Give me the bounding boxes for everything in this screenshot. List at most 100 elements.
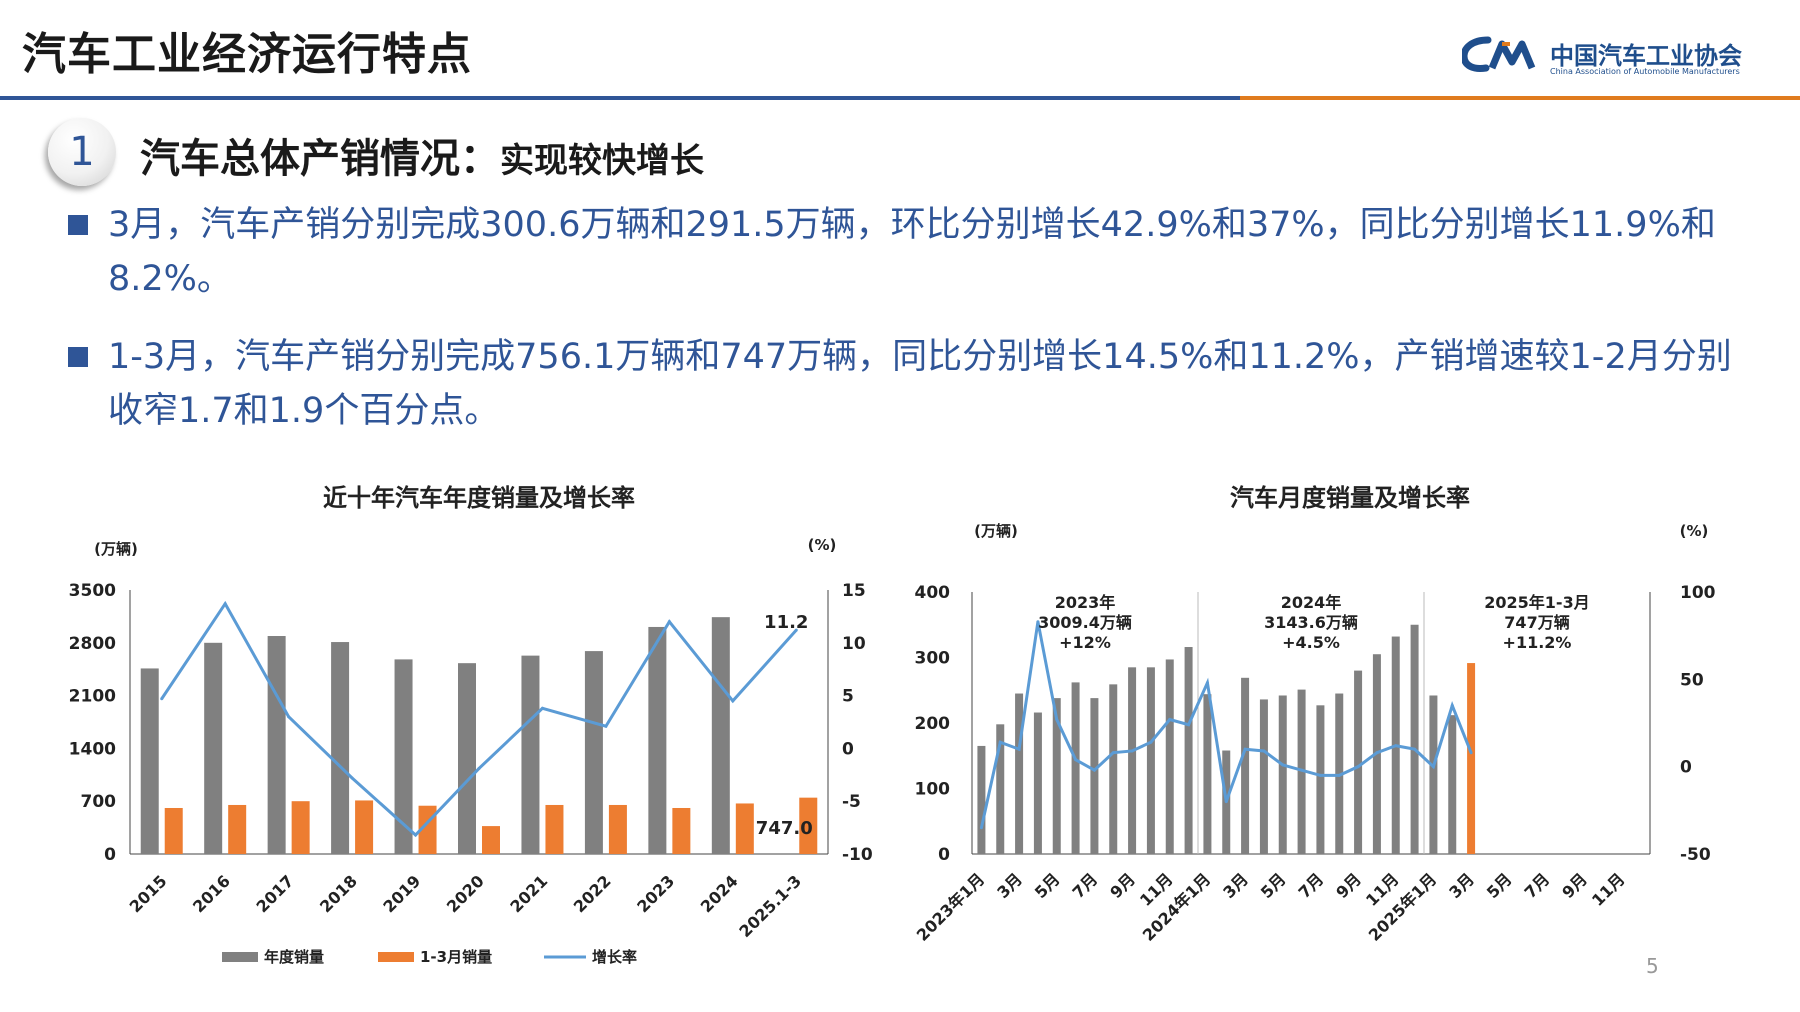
bar-monthly-sales (1297, 689, 1306, 854)
x-tick-label: 9月 (1106, 869, 1139, 902)
growth-rate-point (979, 826, 983, 830)
bar-q1-sales (291, 801, 310, 854)
growth-rate-point (1318, 773, 1322, 777)
monthly-sales-chart-svg: 汽车月度销量及增长率 (万辆) (%) 400 300 200 100 0 100 50 0 -50 2… (913, 484, 1716, 945)
x-tick-label: 3月 (993, 869, 1026, 902)
year-summary-annotation: +12% (1059, 633, 1111, 652)
y2-tick-label: -10 (842, 845, 873, 865)
legend-swatch-q1 (378, 952, 414, 962)
legend-label-q1: 1-3月销量 (420, 948, 492, 966)
bar-q1-sales (164, 807, 183, 854)
growth-rate-point (1469, 751, 1473, 755)
y2-tick-label: 10 (842, 634, 866, 654)
growth-rate-point (794, 628, 798, 632)
page-title: 汽车工业经济运行特点 (22, 29, 472, 80)
y-tick-label: 200 (915, 714, 951, 734)
bar-annual-sales (394, 659, 413, 854)
growth-rate-point (1149, 740, 1153, 744)
growth-rate-point (477, 766, 481, 770)
year-summary-annotation: 3143.6万辆 (1264, 613, 1358, 632)
bar-q1-sales (355, 800, 374, 854)
logo-cn-name: 中国汽车工业协会 (1550, 42, 1742, 70)
y2-tick-label: 5 (842, 687, 854, 707)
growth-rate-point (223, 602, 227, 606)
y2-tick-label: 15 (842, 581, 866, 601)
bar-monthly-sales (1033, 712, 1042, 854)
x-tick-label: 9月 (1558, 869, 1591, 902)
growth-rate-point (540, 706, 544, 710)
logo-en-name: China Association of Automobile Manufact… (1550, 67, 1740, 76)
legend-label-annual: 年度销量 (264, 948, 324, 966)
growth-rate-point (1224, 800, 1228, 804)
bar-monthly-sales (1146, 667, 1155, 854)
x-tick-label: 3月 (1445, 869, 1478, 902)
bar-q1-sales (608, 804, 627, 854)
year-summary-annotation: 747万辆 (1504, 613, 1569, 632)
bar-annual-sales (584, 651, 603, 854)
bar-annual-sales (458, 663, 476, 854)
bar-monthly-sales (1354, 670, 1363, 854)
bar-monthly-sales (1090, 698, 1099, 854)
x-tick-label: 3月 (1219, 869, 1252, 902)
x-tick-label: 2017 (253, 871, 298, 916)
bar-monthly-sales (1109, 684, 1118, 854)
y-tick-label: 0 (104, 845, 116, 865)
x-tick-label: 2024 (697, 871, 742, 916)
growth-rate-point (1394, 744, 1398, 748)
section-heading: 1 汽车总体产销情况：实现较快增长 (48, 118, 948, 188)
bar-q1-sales (545, 804, 564, 854)
growth-rate-point (1356, 765, 1360, 769)
header-divider-accent (1240, 96, 1800, 100)
bar-monthly-sales (1410, 624, 1419, 854)
x-tick-label: 7月 (1295, 869, 1328, 902)
legend-swatch-annual (222, 952, 258, 962)
growth-rate-point (998, 740, 1002, 744)
annual-sales-chart: 近十年汽车年度销量及增长率 (万辆) (%) 3500 2800 2100 1400 700 0… (40, 470, 873, 990)
bar-monthly-sales (977, 745, 986, 854)
y-axis-label: (万辆) (94, 540, 138, 558)
bar-monthly-sales (1184, 647, 1193, 854)
bar-monthly-sales (1278, 695, 1287, 854)
bar-monthly-sales (996, 724, 1005, 854)
bar-q1-sales (672, 807, 691, 854)
x-tick-label: 2018 (316, 871, 361, 916)
growth-rate-point (1450, 704, 1454, 708)
bar-q1-sales (799, 797, 818, 854)
bar-current-month-sales (1467, 663, 1476, 854)
growth-rate-point (1375, 751, 1379, 755)
x-tick-label: 2023年1月 (913, 869, 988, 944)
y2-tick-label: 0 (1680, 758, 1692, 778)
bullet-list: 3月，汽车产销分别完成300.6万辆和291.5万辆，环比分别增长42.9%和3… (64, 198, 1744, 462)
data-label-q1-sales: 747.0 (756, 818, 813, 839)
growth-rate-point (1413, 747, 1417, 751)
growth-rate-point (731, 699, 735, 703)
bar-monthly-sales (1128, 667, 1137, 854)
y2-axis-label: (%) (808, 536, 837, 554)
growth-rate-point (1168, 718, 1172, 722)
bar-q1-sales (735, 803, 754, 854)
growth-rate-point (1130, 749, 1134, 753)
x-tick-label: 2025.1-3 (735, 871, 805, 941)
growth-rate-point (350, 776, 354, 780)
y-tick-label: 100 (915, 780, 951, 800)
bar-monthly-sales (1316, 705, 1325, 854)
x-tick-label: 2016 (189, 871, 234, 916)
section-title-main: 汽车总体产销情况： (140, 136, 500, 182)
y-tick-label: 2100 (69, 687, 116, 707)
bar-annual-sales (521, 655, 540, 854)
growth-rate-point (1281, 763, 1285, 767)
y-tick-label: 3500 (69, 581, 116, 601)
square-bullet-icon (68, 347, 88, 367)
y-tick-label: 0 (938, 845, 950, 865)
y-axis-label: (万辆) (974, 522, 1018, 540)
bullet-item: 3月，汽车产销分别完成300.6万辆和291.5万辆，环比分别增长42.9%和3… (64, 198, 1744, 306)
x-tick-label: 5月 (1257, 869, 1290, 902)
x-tick-label: 2023 (633, 871, 678, 916)
growth-rate-point (1187, 723, 1191, 727)
growth-rate-point (1205, 681, 1209, 685)
growth-rate-line (160, 600, 798, 838)
bar-monthly-sales (1448, 715, 1457, 854)
bar-monthly-sales (1241, 677, 1250, 854)
annual-sales-chart-svg: 近十年汽车年度销量及增长率 (万辆) (%) 3500 2800 2100 1400 700 0… (69, 484, 873, 966)
y2-tick-label: 50 (1680, 670, 1704, 690)
